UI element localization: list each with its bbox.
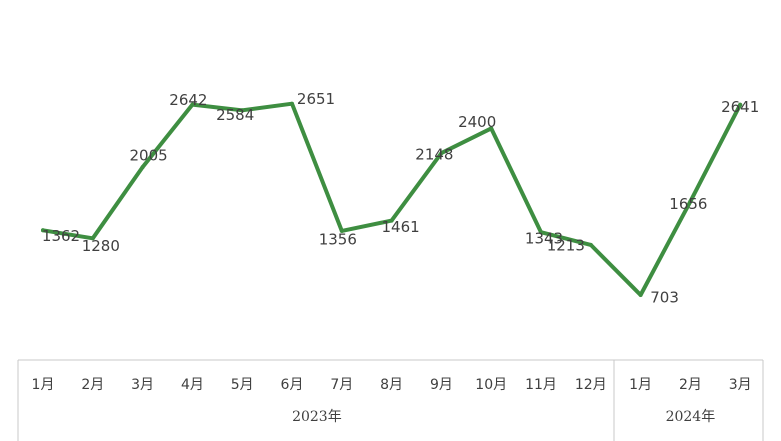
month-tick-label: 5月 (231, 377, 254, 393)
month-tick-label: 11月 (525, 377, 557, 393)
data-point (738, 102, 743, 107)
month-tick-label: 7月 (330, 377, 353, 393)
series-line (41, 101, 743, 297)
month-tick-label: 3月 (729, 377, 752, 393)
data-label: 2642 (169, 91, 207, 109)
month-tick-label: 6月 (281, 377, 304, 393)
data-label: 1343 (525, 230, 563, 248)
data-point (539, 230, 543, 235)
data-point (90, 236, 95, 241)
data-label: 2584 (216, 106, 254, 124)
data-label: 2641 (721, 98, 759, 116)
data-point (638, 293, 643, 297)
data-label: 2651 (297, 90, 335, 108)
data-point (290, 101, 294, 106)
month-tick-label: 2月 (81, 377, 104, 393)
month-tick-label: 4月 (181, 377, 204, 393)
month-tick-label: 9月 (430, 377, 453, 393)
data-label: 1213 (547, 236, 585, 254)
data-point (240, 108, 245, 113)
month-tick-label: 12月 (575, 377, 607, 393)
data-label: 1656 (669, 195, 707, 213)
data-label: 1362 (42, 227, 80, 245)
data-label: 2005 (130, 147, 168, 165)
year-group-label: 2024年 (666, 409, 716, 425)
month-tick-label: 2月 (679, 377, 702, 393)
series-layer (41, 101, 743, 297)
data-label: 1280 (82, 237, 120, 255)
data-point (140, 165, 145, 170)
category-axis-table (17, 359, 764, 441)
data-label: 703 (650, 289, 679, 307)
month-tick-label: 1月 (32, 377, 55, 393)
data-point (339, 228, 344, 233)
data-point (588, 242, 593, 247)
year-group-label: 2023年 (292, 409, 342, 425)
data-point (41, 228, 45, 233)
tick-label-layer: 1月 2月 3月 4月 5月 6月 7月 8月 9月 10月 11月 12月 1月 2月 3月 2023年 20… (32, 377, 752, 425)
data-label: 2148 (415, 146, 453, 164)
data-point (389, 218, 394, 223)
data-point (489, 126, 494, 131)
data-point (439, 151, 444, 156)
month-tick-label: 10月 (475, 377, 507, 393)
month-tick-label: 3月 (131, 377, 154, 393)
data-label: 1461 (382, 218, 420, 236)
month-tick-label: 8月 (380, 377, 403, 393)
data-point (190, 102, 195, 107)
data-label: 1356 (319, 230, 357, 248)
data-label: 2400 (458, 113, 496, 131)
data-point (688, 199, 693, 204)
month-tick-label: 1月 (629, 377, 652, 393)
